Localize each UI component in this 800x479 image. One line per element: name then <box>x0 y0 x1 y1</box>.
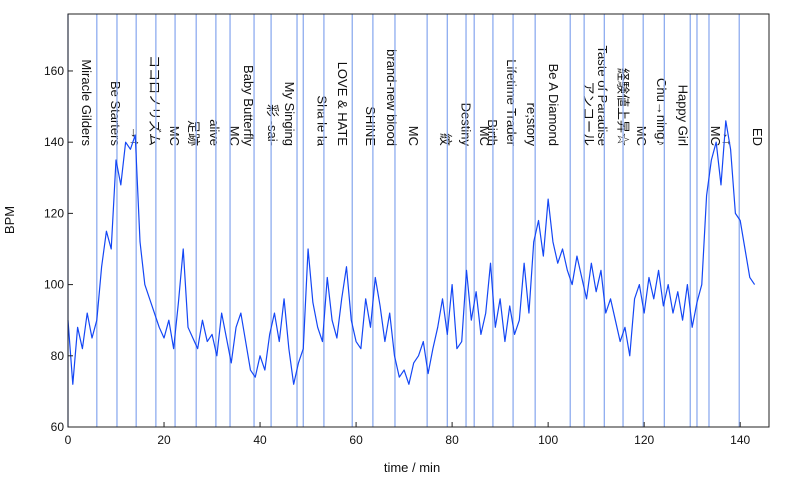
x-tick-label: 60 <box>349 433 363 447</box>
y-tick-label: 80 <box>51 349 65 363</box>
song-label: Taste of Paradise <box>595 46 610 146</box>
y-tick-label: 120 <box>44 206 64 220</box>
song-label: Lifetime Trader <box>504 59 519 146</box>
song-label: アンコール <box>581 82 596 146</box>
x-tick-label: 40 <box>253 433 267 447</box>
x-tick-label: 140 <box>730 433 750 447</box>
x-axis-label: time / min <box>384 460 440 475</box>
song-label: Chu→ning♪ <box>654 78 669 146</box>
x-tick-label: 20 <box>157 433 171 447</box>
song-label: Sha le la <box>314 95 329 146</box>
song-label: Happy Girl <box>675 85 690 147</box>
song-label: LOVE & HATE <box>335 62 350 147</box>
song-label: MC <box>227 126 242 146</box>
song-label: MC <box>406 126 421 146</box>
y-tick-label: 140 <box>44 135 64 149</box>
y-tick-label: 160 <box>44 64 64 78</box>
bpm-line <box>67 120 756 385</box>
song-label: SHINE <box>363 106 378 146</box>
song-label: My Singing <box>282 82 297 146</box>
y-tick-label: 60 <box>51 420 65 434</box>
song-label: ED <box>750 128 765 146</box>
x-tick-label: 100 <box>538 433 558 447</box>
y-axis-label: BPM <box>2 206 17 234</box>
song-label: re;story <box>524 103 539 147</box>
song-label: Be A Diamond <box>546 64 561 146</box>
y-tick-label: 100 <box>44 278 64 292</box>
song-label: Baby Butterfly <box>241 65 256 146</box>
x-tick-label: 80 <box>445 433 459 447</box>
plot-frame <box>67 13 770 428</box>
song-label: alive <box>207 119 222 146</box>
song-label: MC <box>167 126 182 146</box>
song-label: brand-new blood <box>384 49 399 146</box>
x-tick-label: 120 <box>634 433 654 447</box>
song-label: 足跡 <box>186 120 201 146</box>
song-label: 紋 <box>438 133 453 146</box>
song-label: 彩 -sai- <box>265 104 280 146</box>
song-label: ココロノリズム <box>147 55 162 146</box>
song-label: Miracle Gilders <box>79 59 94 146</box>
song-label: MC <box>708 126 723 146</box>
x-tick-label: 0 <box>65 433 72 447</box>
song-label: MC <box>477 126 492 146</box>
song-label: MC <box>634 126 649 146</box>
song-label: Be Starters <box>108 81 123 147</box>
